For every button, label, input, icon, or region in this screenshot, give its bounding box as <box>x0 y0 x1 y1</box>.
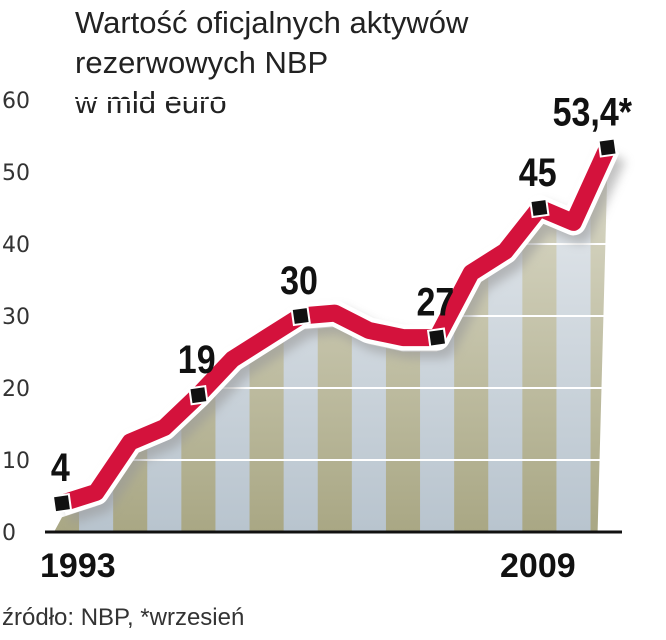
marker-2004 <box>426 327 448 348</box>
marker-1997 <box>188 385 209 406</box>
marker-2000 <box>290 305 311 327</box>
source-note: źródło: NBP, *wrzesień <box>2 604 244 631</box>
title-line-3: w mld euro <box>74 85 227 120</box>
y-tick-label: 30 <box>2 305 30 330</box>
stripe-2006 <box>488 161 524 532</box>
data-label-1997: 19 <box>178 337 216 382</box>
y-tick-label: 10 <box>2 449 30 474</box>
title-line-1: Wartość oficjalnych aktywów <box>75 5 469 40</box>
stripe-1998 <box>215 161 251 532</box>
title-line-2: rezerwowych NBP <box>75 45 328 80</box>
y-tick-label: 20 <box>2 377 30 402</box>
data-labels: 4 19 30 27 45 53,4* <box>51 89 633 490</box>
x-tick-1993: 1993 <box>40 547 116 585</box>
y-tick-label: 50 <box>2 161 30 186</box>
stripe-2001 <box>317 161 353 532</box>
data-label-2004: 27 <box>416 279 454 324</box>
chart-title: Wartość oficjalnych aktywów rezerwowych … <box>74 5 469 120</box>
data-label-2000: 30 <box>280 257 318 302</box>
markers <box>51 137 618 514</box>
stripe-1997 <box>181 161 217 532</box>
y-axis-ticks: 0 10 20 30 40 50 60 <box>2 89 30 546</box>
data-label-2009: 53,4* <box>553 89 633 134</box>
y-tick-label: 0 <box>2 521 16 546</box>
marker-2007 <box>529 197 550 219</box>
series-line <box>59 143 616 512</box>
marker-2009 <box>597 137 618 158</box>
data-label-2007: 45 <box>519 149 557 194</box>
y-tick-label: 40 <box>2 233 30 258</box>
stripe-2002 <box>351 161 387 532</box>
stripe-1996 <box>147 161 183 532</box>
x-tick-2009: 2009 <box>500 547 576 585</box>
y-tick-label: 60 <box>2 89 30 114</box>
marker-1993 <box>51 493 73 514</box>
data-label-1993: 4 <box>51 445 70 490</box>
